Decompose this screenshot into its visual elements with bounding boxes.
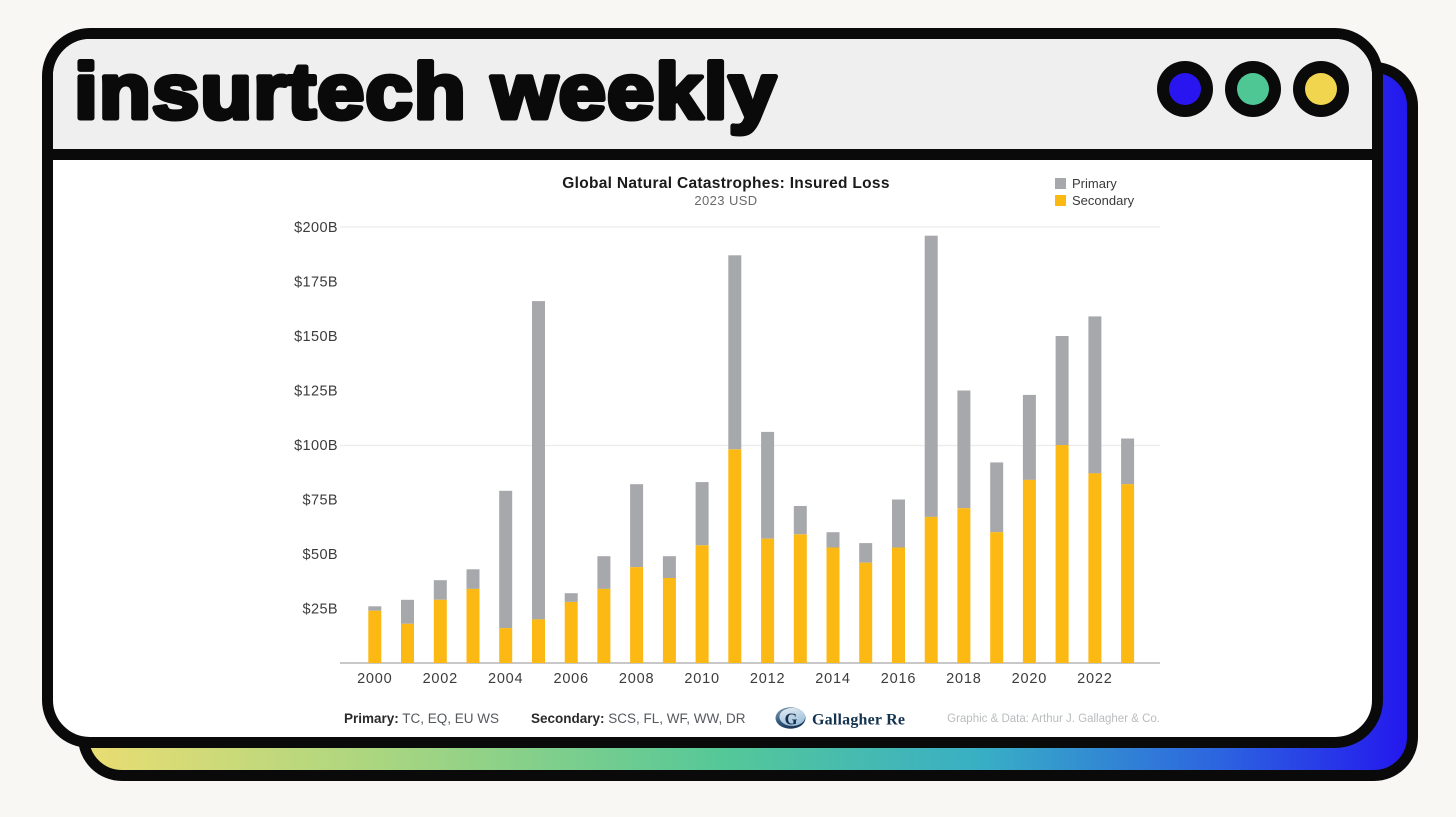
- svg-text:insurtech weekly: insurtech weekly: [74, 48, 777, 135]
